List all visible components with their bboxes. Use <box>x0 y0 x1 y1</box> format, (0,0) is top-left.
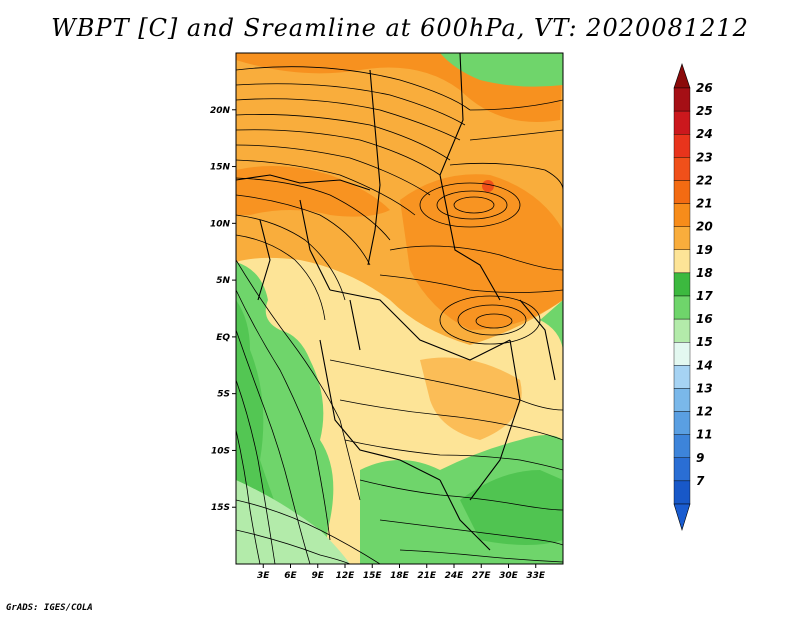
colorbar-swatch <box>673 272 691 297</box>
lon-tick-label: 12E <box>336 571 356 581</box>
lon-tick-label: 33E <box>526 571 546 581</box>
warm-region-sahel <box>236 166 390 217</box>
cool-region-northeast <box>440 53 563 87</box>
cooler-region-southwest <box>236 480 350 564</box>
lat-tick-label: 15N <box>210 163 231 173</box>
colorbar-label: 22 <box>696 173 713 187</box>
colorbar-swatch <box>673 134 691 158</box>
colorbar-swatch <box>673 110 691 135</box>
colorbar-swatch <box>673 318 691 343</box>
colorbar-label: 7 <box>696 474 705 488</box>
colorbar-swatch <box>673 249 691 274</box>
lon-tick-label: 9E <box>312 571 325 581</box>
lat-tick-label: 10N <box>210 219 231 229</box>
colorbar-swatch <box>673 388 691 412</box>
colorbar-label: 12 <box>696 405 713 419</box>
cool-patch-east <box>540 300 563 350</box>
longitude-axis: 3E 6E 9E 12E 15E 18E 21E 24E 27E 30E 33E <box>257 564 546 581</box>
latitude-axis: 20N 15N 10N 5N EQ 5S 10S 15S <box>210 106 236 513</box>
warm-patch-south <box>420 357 522 440</box>
colorbar-swatch <box>673 226 691 250</box>
streamlines <box>236 66 563 564</box>
colorbar-swatch <box>673 434 691 458</box>
lon-tick-label: 3E <box>257 571 270 581</box>
colorbar-label: 17 <box>696 289 713 303</box>
colorbar-swatch <box>673 365 691 389</box>
lat-tick-label: 10S <box>211 446 230 456</box>
colorbar-swatch <box>673 203 691 227</box>
lat-tick-label: 5S <box>217 390 230 400</box>
lon-tick-label: 18E <box>390 571 410 581</box>
colorbar-top-arrow <box>673 63 691 89</box>
lon-tick-label: 21E <box>417 571 437 581</box>
colorbar-label: 18 <box>696 266 713 280</box>
colorbar-swatch <box>673 180 691 204</box>
lon-tick-label: 24E <box>445 571 465 581</box>
colorbar-label: 24 <box>696 127 713 141</box>
colorbar-label: 21 <box>696 197 713 211</box>
colorbar-swatch <box>673 87 691 112</box>
colorbar-bottom-arrow <box>673 503 691 532</box>
colorbar-label: 23 <box>696 150 713 164</box>
colorbar-label: 11 <box>696 428 713 442</box>
colorbar-swatch <box>673 411 691 435</box>
colorbar-label: 19 <box>696 243 713 257</box>
lon-tick-label: 27E <box>472 571 492 581</box>
warm-maximum <box>482 180 494 192</box>
wbpt-shading <box>236 53 563 564</box>
colorbar-label: 16 <box>696 312 713 326</box>
colorbar-swatch <box>673 457 691 482</box>
colorbar-swatch <box>673 157 691 181</box>
colorbar-swatch <box>673 295 691 320</box>
lon-tick-label: 6E <box>284 571 297 581</box>
colorbar-swatch <box>673 480 691 505</box>
lon-tick-label: 15E <box>363 571 383 581</box>
colorbar-label: 13 <box>696 381 713 395</box>
colorbar-label: 25 <box>696 104 713 118</box>
footer-credit: GrADS: IGES/COLA <box>6 603 93 613</box>
lat-tick-label: 15S <box>211 503 230 513</box>
colorbar-label: 9 <box>696 451 704 465</box>
colorbar-label: 14 <box>696 358 713 372</box>
lat-tick-label: 20N <box>210 106 231 116</box>
colorbar-label: 15 <box>696 335 713 349</box>
warm-region-east <box>400 174 563 330</box>
colorbar-swatch <box>673 342 691 366</box>
colorbar: 26 25 24 23 22 21 20 19 18 17 16 15 14 13 12 11 9 7 <box>673 63 713 532</box>
colorbar-label: 20 <box>696 220 713 234</box>
colorbar-label: 26 <box>696 81 713 95</box>
country-borders <box>236 53 556 551</box>
cool-region-southeast-core <box>460 470 563 545</box>
lat-tick-label: EQ <box>216 333 230 343</box>
lon-tick-label: 30E <box>499 571 519 581</box>
lat-tick-label: 5N <box>216 276 230 286</box>
plot-title: WBPT [C] and Sreamline at 600hPa, VT: 20… <box>51 14 749 42</box>
